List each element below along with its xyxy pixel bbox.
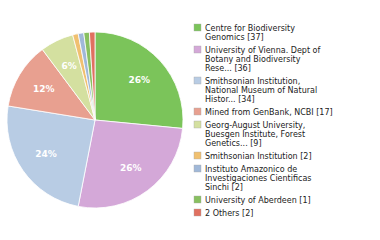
data-label: 12% xyxy=(33,84,55,94)
legend-label-line: 2 Others [2] xyxy=(205,209,253,218)
pie-slice xyxy=(7,106,95,206)
legend-label-line: Instituto Amazonico de xyxy=(205,165,297,174)
legend-item: Smithsonian Institution,National Museum … xyxy=(194,77,317,104)
legend-label-line: Botany and Biodiversity xyxy=(205,55,301,64)
legend-item: University of Vienna. Dept ofBotany and … xyxy=(194,46,320,73)
legend-label-line: Genetics... [9] xyxy=(205,139,262,148)
pie-slice xyxy=(95,32,183,128)
legend-item: University of Aberdeen [1] xyxy=(194,196,311,205)
legend-label-line: Genomics [37] xyxy=(205,33,264,42)
legend-label-line: University of Aberdeen [1] xyxy=(205,196,311,205)
data-labels: 26% 26% 24% 12% 6% xyxy=(33,61,150,173)
data-label: 26% xyxy=(120,163,142,173)
legend-swatch xyxy=(194,46,201,53)
data-label: 6% xyxy=(61,61,76,71)
legend-swatch xyxy=(194,209,201,216)
legend-label-line: Buesgen Institute, Forest xyxy=(205,130,305,139)
legend-label-line: Histor... [34] xyxy=(205,95,255,104)
legend-label-line: National Museum of Natural xyxy=(205,86,317,95)
legend-item: Georg-August University,Buesgen Institut… xyxy=(194,121,305,148)
legend-item: Mined from GenBank, NCBI [17] xyxy=(194,108,333,117)
legend-item: Instituto Amazonico deInvestigaciones Ci… xyxy=(194,165,311,192)
legend-label-line: Sinchi [2] xyxy=(205,183,243,192)
legend-swatch xyxy=(194,121,201,128)
pie-slice xyxy=(89,32,95,120)
data-label: 26% xyxy=(129,75,151,85)
legend-item: Smithsonian Institution [2] xyxy=(194,152,312,161)
legend: Centre for BiodiversityGenomics [37] Univ… xyxy=(194,24,333,218)
legend-label-line: Centre for Biodiversity xyxy=(205,24,295,33)
legend-label: Smithsonian Institution [2] xyxy=(205,152,312,161)
legend-label-line: University of Vienna. Dept of xyxy=(205,46,320,55)
legend-label-line: Georg-August University, xyxy=(205,121,305,130)
legend-label: University of Vienna. Dept ofBotany and … xyxy=(205,46,320,73)
legend-swatch xyxy=(194,165,201,172)
legend-label-line: Rese... [36] xyxy=(205,64,251,73)
pie-slice xyxy=(78,33,95,120)
legend-label: University of Aberdeen [1] xyxy=(205,196,311,205)
legend-swatch xyxy=(194,108,201,115)
legend-swatch xyxy=(194,77,201,84)
pie-slice xyxy=(78,120,182,208)
legend-item: 2 Others [2] xyxy=(194,209,253,218)
legend-label: Mined from GenBank, NCBI [17] xyxy=(205,108,333,117)
legend-label: 2 Others [2] xyxy=(205,209,253,218)
chart: 26%26%24%12%6%Centre for BiodiversityGen… xyxy=(0,0,380,240)
legend-label: Smithsonian Institution,National Museum … xyxy=(205,77,317,104)
pie-slice xyxy=(84,32,95,120)
legend-swatch xyxy=(194,196,201,203)
legend-swatch xyxy=(194,24,201,31)
legend-swatch xyxy=(194,152,201,159)
data-label: 24% xyxy=(35,149,57,159)
legend-label: Centre for BiodiversityGenomics [37] xyxy=(205,24,295,42)
legend-label-line: Smithsonian Institution [2] xyxy=(205,152,312,161)
legend-item: Centre for BiodiversityGenomics [37] xyxy=(194,24,295,42)
legend-label-line: Investigaciones Cientificas xyxy=(205,174,311,183)
legend-label: Instituto Amazonico deInvestigaciones Ci… xyxy=(205,165,311,192)
legend-label: Georg-August University,Buesgen Institut… xyxy=(205,121,305,148)
legend-label-line: Smithsonian Institution, xyxy=(205,77,300,86)
legend-label-line: Mined from GenBank, NCBI [17] xyxy=(205,108,333,117)
pie xyxy=(7,32,183,208)
